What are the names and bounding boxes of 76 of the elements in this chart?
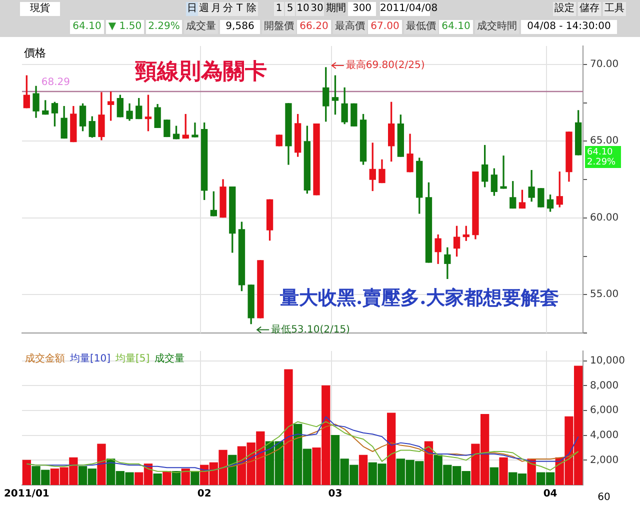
y-tick-label: 6,000 <box>590 405 619 416</box>
y-tick-label: 60.00 <box>590 212 619 224</box>
text: 5 <box>285 2 295 16</box>
y-axis-title: 價格 <box>24 46 46 60</box>
candlestick <box>538 188 544 208</box>
text: 期間 <box>325 2 347 16</box>
text: 週 <box>198 2 210 16</box>
y-tick-label: 4,000 <box>590 430 619 441</box>
bar <box>22 460 32 485</box>
candlestick <box>257 260 264 318</box>
text: 工具 <box>603 2 626 16</box>
text: 10 <box>296 2 310 16</box>
bar <box>490 467 499 485</box>
text: 月 <box>210 2 222 16</box>
text: 64.10 <box>587 147 614 158</box>
bar <box>190 471 200 485</box>
bar <box>499 457 508 485</box>
text: 64.10 <box>70 20 104 34</box>
bar <box>284 369 293 485</box>
text: 9,586 <box>220 20 260 34</box>
text: 成交金額 <box>25 352 65 365</box>
candlestick <box>350 103 358 126</box>
x-tick-label: 2011/01 <box>4 488 50 500</box>
annotation: 最高69.80(2/25) <box>346 59 425 72</box>
y-tick-label: 2,000 <box>590 454 619 466</box>
text: 2.29% <box>587 157 616 168</box>
text: T <box>234 2 245 16</box>
annotation: 最低53.10(2/15) <box>271 324 350 336</box>
text: 均量[10] <box>69 352 111 365</box>
text: 60 <box>592 491 616 505</box>
text: 開盤價 <box>262 20 296 34</box>
bar <box>424 441 434 485</box>
text: 設定 <box>553 2 576 16</box>
y-tick-label: 10,000 <box>590 356 625 367</box>
text: 成交量 <box>184 20 218 34</box>
text: 04/08 - 14:30:00 <box>521 20 617 34</box>
bar <box>358 454 368 485</box>
bar <box>181 468 190 485</box>
text: 除 <box>245 2 258 16</box>
y-tick-label: 70.00 <box>590 59 619 70</box>
text: 成交量 <box>154 352 185 365</box>
text: 67.00 <box>368 20 402 34</box>
annotation: 頸線則為關卡 <box>134 58 267 85</box>
bar <box>97 444 106 485</box>
text: 66.20 <box>297 20 331 34</box>
text: 成交時間 <box>475 20 519 34</box>
annotation: 量大收黑.賣壓多.大家都想要解套 <box>279 286 560 309</box>
text: 均量[5] <box>114 352 150 365</box>
text: 最高價 <box>333 20 367 34</box>
candlestick <box>276 134 282 146</box>
text: 現貨 <box>20 2 60 16</box>
text: 最低價 <box>404 20 438 34</box>
y-tick-label: 65.00 <box>590 136 619 147</box>
y-tick-label: 8,000 <box>590 380 619 392</box>
bar <box>162 471 172 485</box>
bar <box>172 471 181 485</box>
text: 儲存 <box>578 2 601 16</box>
x-tick-label: 04 <box>543 488 558 500</box>
ref-line-label: 68.29 <box>41 77 70 88</box>
text: 1 <box>274 2 284 16</box>
candlestick <box>164 120 170 138</box>
text: 日 <box>186 2 198 16</box>
text: 300 <box>348 2 376 16</box>
text: 64.10 <box>439 20 473 34</box>
bar <box>527 458 536 485</box>
text: 30 <box>310 2 324 16</box>
bar <box>153 474 162 485</box>
x-tick-label: 03 <box>328 488 342 500</box>
text: 分 <box>222 2 234 16</box>
text: ▼ 1.50 <box>106 20 144 34</box>
bar <box>386 412 396 485</box>
y-tick-label: 55.00 <box>590 289 619 300</box>
text: 2.29% <box>146 20 182 34</box>
text: 2011/04/08 <box>380 2 438 16</box>
candlestick <box>313 123 320 196</box>
x-tick-label: 02 <box>197 488 212 500</box>
